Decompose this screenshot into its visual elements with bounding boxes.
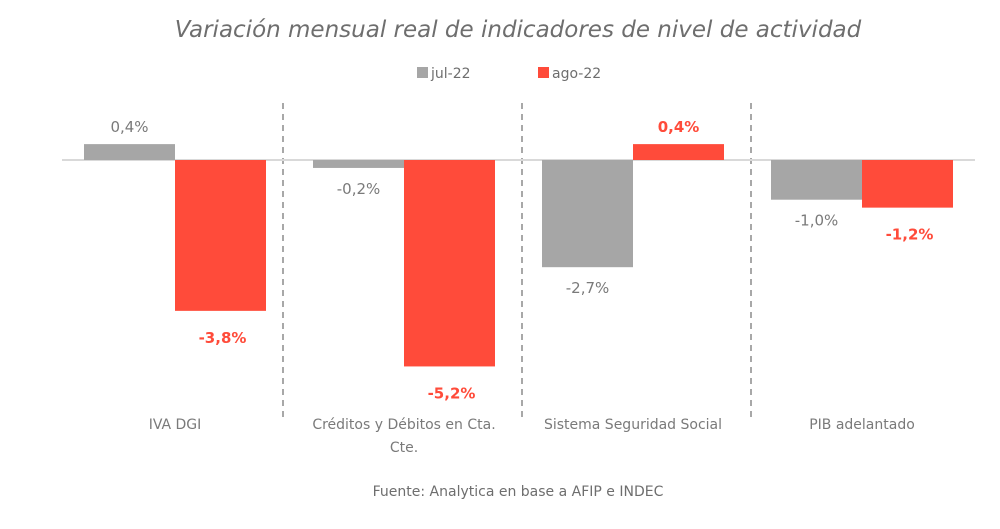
legend-swatch-ago-22 <box>538 67 549 78</box>
bar-jul-22-4 <box>771 160 862 200</box>
value-labels: 0,4% -0,2% -2,7% -1,0% -3,8% -5,2% 0,4% -1,2% <box>110 118 933 402</box>
legend: jul-22 ago-22 <box>417 66 601 82</box>
bar-jul-22-2 <box>313 160 404 168</box>
bar-ago-22-2 <box>404 160 495 367</box>
bar-ago-22-4 <box>862 160 953 208</box>
legend-label-ago-22: ago-22 <box>552 66 601 82</box>
legend-label-jul-22: jul-22 <box>430 66 471 82</box>
chart-title: Variación mensual real de indicadores de… <box>175 17 862 43</box>
data-label-jul-22-1: 0,4% <box>110 118 148 136</box>
bar-ago-22-3 <box>633 144 724 160</box>
legend-swatch-jul-22 <box>417 67 428 78</box>
data-label-ago-22-1: -3,8% <box>199 329 247 347</box>
source-note: Fuente: Analytica en base a AFIP e INDEC <box>373 484 664 500</box>
data-label-ago-22-3: 0,4% <box>658 118 700 136</box>
category-label-1: IVA DGI <box>149 417 202 433</box>
data-label-ago-22-2: -5,2% <box>428 384 476 402</box>
data-label-ago-22-4: -1,2% <box>886 226 934 244</box>
category-label-2: Créditos y Débitos en Cta. Cte. <box>312 417 495 456</box>
bar-jul-22-1 <box>84 144 175 160</box>
bar-jul-22-3 <box>542 160 633 268</box>
category-labels: IVA DGI Créditos y Débitos en Cta. Cte. Sis… <box>149 417 915 456</box>
data-label-jul-22-2: -0,2% <box>337 180 381 198</box>
bar-ago-22-1 <box>175 160 266 311</box>
data-label-jul-22-4: -1,0% <box>795 212 839 230</box>
category-label-3: Sistema Seguridad Social <box>544 417 722 433</box>
category-label-4: PIB adelantado <box>809 417 915 433</box>
data-label-jul-22-3: -2,7% <box>566 279 610 297</box>
category-separators <box>282 103 752 418</box>
bars <box>84 144 953 367</box>
